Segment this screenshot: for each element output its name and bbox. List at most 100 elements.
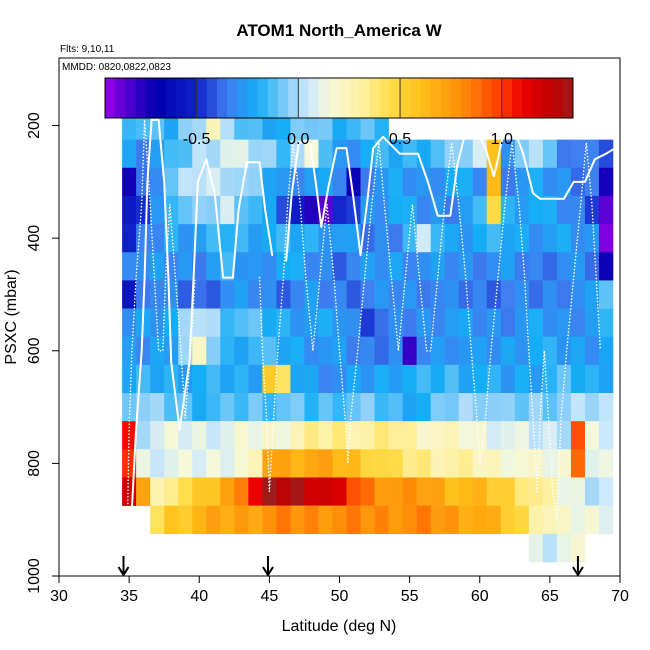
heatmap-cell	[458, 421, 474, 450]
heatmap-cell	[556, 195, 572, 225]
colorbar-swatch	[349, 78, 360, 118]
heatmap-cell	[290, 505, 305, 535]
flight-track-solid	[128, 118, 274, 577]
heatmap-cell	[486, 421, 502, 450]
heatmap-cell	[122, 139, 137, 169]
heatmap-cell	[416, 477, 431, 506]
colorbar-swatch	[206, 78, 218, 118]
heatmap-cell	[598, 280, 614, 309]
heatmap-cell	[458, 364, 474, 394]
heatmap-cell	[304, 224, 319, 253]
heatmap-cell	[500, 308, 516, 337]
heatmap-cell	[290, 224, 305, 253]
heatmap-cell	[486, 364, 502, 394]
colorbar-swatch	[196, 78, 208, 118]
heatmap-cell	[360, 364, 375, 394]
heatmap-cell	[472, 505, 488, 535]
heatmap-cell	[598, 336, 614, 366]
heatmap-cell	[430, 364, 445, 394]
heatmap-cell	[402, 280, 417, 309]
heatmap-cell	[164, 477, 179, 506]
heatmap-cell	[136, 224, 151, 253]
heatmap-cell	[290, 195, 305, 225]
heatmap-cell	[416, 449, 431, 478]
heatmap-cell	[122, 421, 137, 450]
heatmap-cell	[150, 280, 165, 309]
colorbar-swatch	[298, 78, 309, 118]
heatmap-cell	[234, 195, 249, 225]
heatmap-cell	[332, 139, 347, 169]
heatmap-cell	[472, 280, 488, 309]
flight-track-dotted	[125, 119, 196, 577]
heatmap-cell	[528, 280, 544, 309]
heatmap-cell	[542, 195, 558, 225]
heatmap-cell	[556, 224, 572, 253]
heatmap-cell	[220, 393, 235, 422]
heatmap-cell	[556, 533, 572, 563]
colorbar-swatch	[105, 78, 116, 118]
heatmap-cell	[234, 280, 249, 309]
heatmap-cell	[542, 449, 558, 478]
heatmap-cell	[346, 252, 361, 281]
x-tick-label: 30	[50, 588, 68, 605]
heatmap-cell	[430, 421, 445, 450]
colorbar-swatch	[440, 78, 452, 118]
colorbar-tick-label: -0.5	[183, 131, 211, 148]
heatmap-cell	[150, 224, 165, 253]
heatmap-cell	[388, 167, 403, 197]
heatmap-cell	[220, 224, 235, 253]
heatmap-cell	[122, 224, 137, 253]
heatmap-cell	[528, 449, 544, 478]
heatmap-cell	[430, 336, 445, 366]
heatmap-cell	[164, 139, 179, 169]
heatmap-cell	[346, 336, 361, 366]
heatmap-cell	[570, 308, 586, 337]
heatmap-cell	[500, 336, 516, 366]
heatmap-cell	[374, 364, 389, 394]
heatmap-cell	[262, 308, 277, 337]
heatmap-cell	[318, 393, 333, 422]
heatmap-cell	[486, 195, 502, 225]
heatmap-cell	[542, 505, 558, 535]
flight-tracks	[125, 118, 621, 577]
heatmap-cell	[388, 393, 403, 422]
heatmap-cell	[346, 280, 361, 309]
heatmap-cell	[206, 308, 221, 337]
heatmap-cell	[164, 195, 179, 225]
colorbar-swatch	[155, 78, 167, 118]
heatmap-cell	[444, 224, 460, 253]
x-tick-label: 70	[611, 588, 629, 605]
heatmap-cell	[430, 280, 445, 309]
colorbar-swatch	[125, 78, 136, 118]
heatmap-cell	[598, 252, 614, 281]
heatmap-cell	[220, 364, 235, 394]
heatmap-cell	[556, 280, 572, 309]
heatmap-cell	[304, 505, 319, 535]
heatmap-cell	[234, 139, 249, 169]
heatmap-cell	[178, 280, 193, 309]
heatmap-cell	[556, 393, 572, 422]
heatmap-cell	[136, 421, 151, 450]
heatmap-cell	[136, 449, 151, 478]
heatmap-cell	[402, 167, 417, 197]
heatmap-cell	[472, 167, 488, 197]
colorbar-swatch	[532, 78, 543, 118]
heatmap-cell	[304, 364, 319, 394]
colorbar-swatch	[420, 78, 431, 118]
heatmap-cell	[444, 336, 460, 366]
heatmap-cell	[444, 421, 460, 450]
heatmap-cell	[430, 477, 445, 506]
colorbar-swatch	[522, 78, 533, 118]
heatmap-cell	[486, 167, 502, 197]
latitude-arrows	[117, 556, 584, 577]
axes: 30 35 40 45 50 55 60 65 70 200 400 600 800 1000	[26, 112, 629, 605]
heatmap-cell	[122, 111, 137, 140]
heatmap-cell	[248, 280, 263, 309]
heatmap-cell	[220, 252, 235, 281]
heatmap-cell	[318, 308, 333, 337]
heatmap-cell	[556, 167, 572, 197]
heatmap-cell	[514, 477, 530, 506]
heatmap-cell	[584, 139, 600, 169]
heatmap-cell	[318, 336, 333, 366]
colorbar-swatch	[247, 78, 258, 118]
